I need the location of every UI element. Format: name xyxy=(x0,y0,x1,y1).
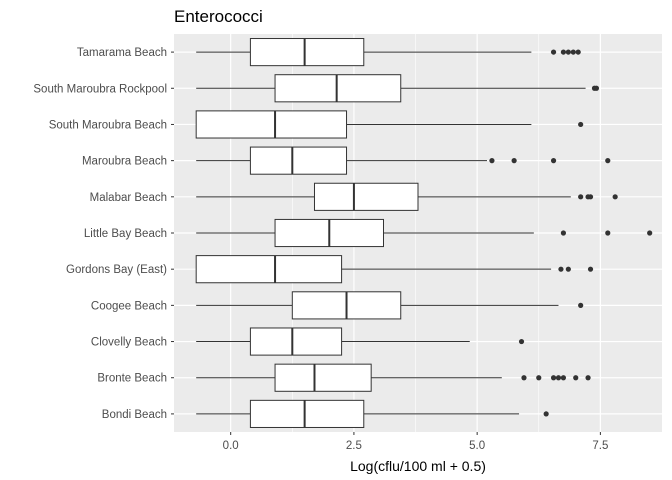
box-iqr xyxy=(313,182,419,211)
outlier-point xyxy=(578,302,584,308)
outlier-point xyxy=(605,230,611,236)
outlier-point xyxy=(612,194,618,200)
outlier-point xyxy=(543,411,549,417)
x-axis-title: Log(cflu/100 ml + 0.5) xyxy=(350,458,486,474)
outlier-point xyxy=(550,375,557,381)
box-iqr xyxy=(274,74,402,103)
outlier-point xyxy=(578,194,584,200)
box-9 xyxy=(196,363,591,392)
chart-title: Enterococci xyxy=(174,7,263,26)
box-4 xyxy=(196,182,618,211)
box-iqr xyxy=(249,146,348,175)
box-7 xyxy=(196,291,584,320)
box-iqr xyxy=(249,399,365,428)
y-tick-label: Gordons Bay (East) xyxy=(66,264,167,276)
x-tick-labels: 0.0 2.5 5.0 7.5 xyxy=(223,432,608,452)
box-iqr xyxy=(195,110,348,139)
outlier-point xyxy=(558,266,564,272)
y-tick-label: Coogee Beach xyxy=(91,300,167,312)
outlier-point xyxy=(518,338,525,345)
box-iqr xyxy=(249,38,365,67)
outlier-point xyxy=(489,158,495,164)
outlier-point xyxy=(550,49,557,55)
x-tick-label: 0.0 xyxy=(223,440,239,452)
outlier-point xyxy=(565,49,571,55)
box-2 xyxy=(195,110,584,139)
box-10 xyxy=(196,399,549,428)
box-1 xyxy=(196,74,600,103)
box-iqr xyxy=(195,255,343,284)
y-tick-label: Maroubra Beach xyxy=(82,156,167,168)
y-tick-label: Tamarama Beach xyxy=(77,47,167,59)
outlier-point xyxy=(521,375,527,381)
outlier-point xyxy=(565,266,571,272)
outlier-point xyxy=(587,194,594,200)
box-8 xyxy=(196,327,525,356)
box-5 xyxy=(196,218,653,248)
outlier-point xyxy=(593,85,600,91)
x-tick-label: 5.0 xyxy=(469,440,485,452)
outlier-point xyxy=(587,266,594,272)
y-tick-label: Bronte Beach xyxy=(97,373,167,385)
box-iqr xyxy=(249,327,343,356)
outlier-point xyxy=(605,158,611,164)
y-tick-label: South Maroubra Rockpool xyxy=(33,83,167,95)
box-6 xyxy=(195,255,594,284)
outlier-point xyxy=(560,230,567,236)
outlier-point xyxy=(560,49,567,55)
y-tick-label: Bondi Beach xyxy=(102,409,167,421)
y-tick-label: Malabar Beach xyxy=(90,192,167,204)
outlier-point xyxy=(570,49,576,55)
x-tick-label: 7.5 xyxy=(592,440,608,452)
box-0 xyxy=(196,38,581,67)
outlier-point xyxy=(511,158,517,164)
outlier-point xyxy=(560,375,567,381)
outlier-point xyxy=(647,230,653,236)
y-tick-label: South Maroubra Beach xyxy=(49,119,167,131)
outlier-point xyxy=(573,375,579,381)
y-tick-label: Clovelly Beach xyxy=(91,337,167,349)
outlier-point xyxy=(585,375,591,381)
outlier-point xyxy=(555,375,562,381)
outlier-point xyxy=(536,375,542,381)
x-tick-label: 2.5 xyxy=(346,440,362,452)
y-tick-label: Little Bay Beach xyxy=(84,228,167,240)
y-tick-labels: Tamarama Beach South Maroubra Rockpool Sou… xyxy=(33,47,174,421)
box-3 xyxy=(196,146,611,175)
boxes-layer xyxy=(195,38,653,428)
outlier-point xyxy=(550,158,557,164)
box-iqr xyxy=(274,363,372,392)
outlier-point xyxy=(575,49,581,55)
outlier-point xyxy=(578,121,584,128)
